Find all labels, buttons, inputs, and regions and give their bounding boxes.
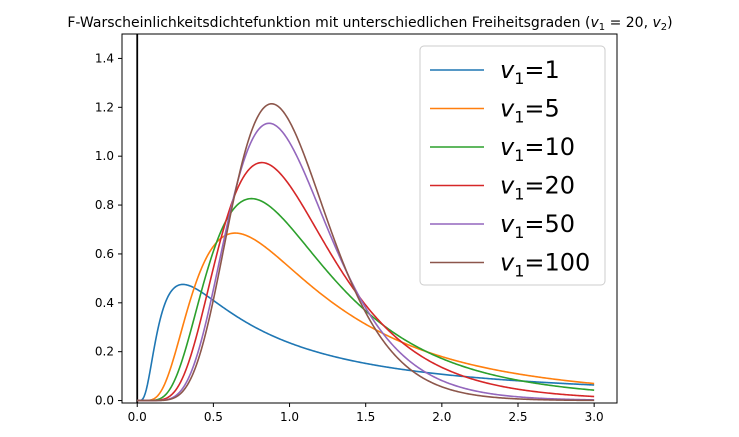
title-var2: v (652, 15, 661, 31)
legend-label-var: v (500, 249, 515, 277)
title-main: F-Warscheinlichkeitsdichtefunktion mit u… (67, 15, 590, 31)
plot-area (136, 34, 595, 403)
legend-label-sub: 1 (514, 262, 524, 281)
legend-label-var: v (500, 133, 515, 161)
y-tick-label: 0.8 (95, 198, 114, 212)
legend-label: v1=50 (500, 210, 575, 242)
legend-label-value: =50 (524, 210, 575, 238)
y-tick-label: 0.0 (95, 394, 114, 408)
title-var1: v (590, 15, 599, 31)
legend-label: v1=20 (500, 172, 575, 204)
x-axis: 0.0 0.5 1.0 1.5 2.0 2.5 3.0 (128, 403, 604, 424)
y-tick-label: 0.2 (95, 345, 114, 359)
y-tick-label: 1.4 (95, 51, 114, 65)
legend-label: v1=5 (500, 95, 560, 127)
series-line-6 (137, 102, 595, 402)
x-tick-label: 1.0 (280, 410, 299, 424)
legend-label-sub: 1 (514, 146, 524, 165)
legend-label-var: v (500, 95, 515, 123)
x-tick-label: 2.5 (508, 410, 527, 424)
series-line-4 (137, 161, 595, 402)
y-tick-label: 0.4 (95, 296, 114, 310)
legend-box (419, 45, 606, 286)
legend-label-value: =5 (524, 95, 559, 123)
legend-label-var: v (500, 172, 515, 200)
y-tick-label: 1.0 (95, 149, 114, 163)
legend-label-var: v (500, 210, 515, 238)
x-tick-label: 2.0 (432, 410, 451, 424)
legend-label: v1=10 (500, 133, 575, 165)
legend-label: v1=1 (500, 56, 560, 88)
title-eq: = 20, (605, 15, 652, 31)
series-line-2 (137, 232, 595, 402)
y-tick-label: 0.6 (95, 247, 114, 261)
plot-frame (121, 33, 618, 404)
y-axis: 0.0 0.2 0.4 0.6 0.8 1.0 1.2 1.4 (95, 51, 122, 408)
title-sub2: 2 (661, 22, 667, 33)
x-tick-label: 3.0 (585, 410, 604, 424)
legend-label-sub: 1 (514, 69, 524, 88)
legend-label-sub: 1 (514, 108, 524, 127)
legend-label-value: =100 (524, 249, 590, 277)
x-tick-label: 0.0 (128, 410, 147, 424)
legend-label-sub: 1 (514, 223, 524, 242)
chart-title: F-Warscheinlichkeitsdichtefunktion mit u… (67, 15, 672, 33)
legend-label-var: v (500, 56, 515, 84)
legend-label: v1=100 (500, 249, 590, 281)
y-tick-label: 1.2 (95, 100, 114, 114)
legend-label-sub: 1 (514, 185, 524, 204)
x-tick-label: 1.5 (356, 410, 375, 424)
title-close: ) (667, 15, 672, 31)
legend-label-value: =10 (524, 133, 575, 161)
legend-label-value: =20 (524, 172, 575, 200)
legend-label-value: =1 (524, 56, 559, 84)
series-line-5 (137, 122, 595, 402)
title-sub1: 1 (599, 22, 605, 33)
x-tick-label: 0.5 (204, 410, 223, 424)
